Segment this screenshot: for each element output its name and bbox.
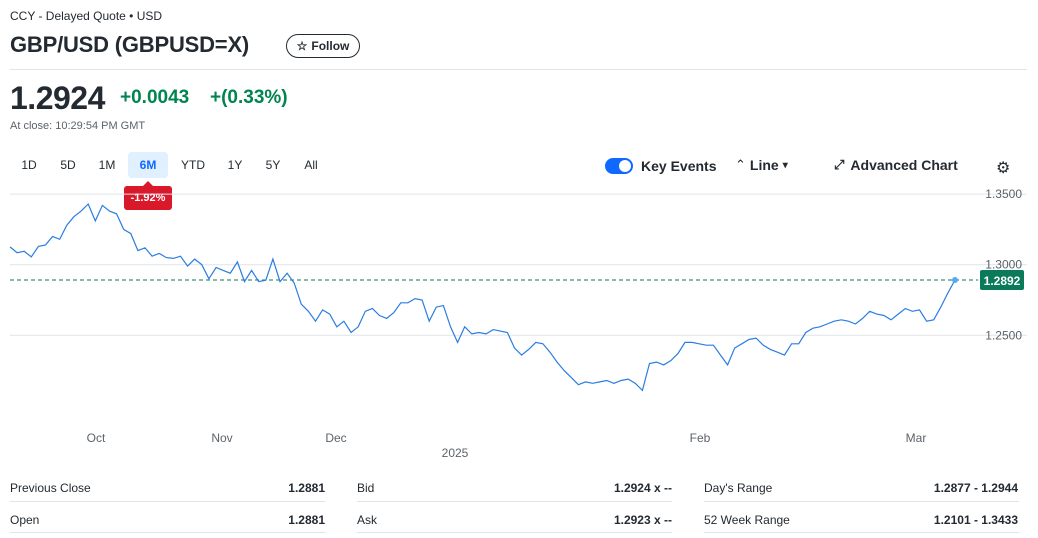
last-price-label: 1.2892	[984, 274, 1021, 288]
toggle-knob	[619, 160, 631, 172]
stat-divider	[10, 532, 325, 533]
stat-value-open: 1.2881	[288, 513, 325, 527]
close-time: At close: 10:29:54 PM GMT	[10, 120, 146, 132]
advanced-chart-button[interactable]: ⤢ Advanced Chart	[834, 157, 958, 173]
range-tab-5y[interactable]: 5Y	[265, 158, 281, 172]
stat-label-ask: Ask	[357, 513, 378, 527]
stat-label-open: Open	[10, 513, 40, 527]
stat-value-bid: 1.2924 x --	[613, 481, 672, 495]
price-chart[interactable]: 1.3500 1.3000 1.2500 1.2892 Oct Nov Dec Feb Mar 2…	[0, 180, 1038, 465]
chart-type-label: Line	[749, 157, 779, 173]
x-tick-label: Mar	[906, 431, 927, 445]
follow-button[interactable]: ☆ Follow	[286, 34, 360, 58]
stat-value-52-week-range: 1.2101 - 1.3433	[933, 513, 1018, 527]
range-tab-1m[interactable]: 1M	[98, 158, 116, 172]
expand-icon: ⤢	[834, 157, 845, 172]
stat-label-previous-close: Previous Close	[10, 481, 91, 495]
chevron-down-icon: ▾	[782, 159, 788, 171]
star-icon: ☆	[296, 39, 308, 53]
current-price: 1.2924	[10, 80, 105, 116]
stat-value-days-range: 1.2877 - 1.2944	[933, 481, 1018, 495]
last-price-dot	[952, 276, 958, 283]
price-change-percent: +(0.33%)	[210, 87, 288, 108]
range-tab-all[interactable]: All	[304, 158, 318, 172]
x-tick-label: Oct	[87, 431, 106, 445]
page-title: GBP/USD (GBPUSD=X)	[10, 32, 250, 57]
range-tab-ytd[interactable]: YTD	[181, 158, 205, 172]
price-change: +0.0043	[120, 87, 190, 108]
stat-divider	[704, 501, 1019, 502]
stat-label-52-week-range: 52 Week Range	[704, 513, 790, 527]
y-tick-label: 1.3500	[985, 187, 1022, 201]
chart-type-dropdown[interactable]: ⌃ Line ▾	[735, 157, 788, 173]
follow-label: Follow	[311, 39, 350, 53]
stat-label-bid: Bid	[357, 481, 375, 495]
exchange-info: CCY - Delayed Quote • USD	[10, 9, 163, 23]
stat-value-previous-close: 1.2881	[288, 481, 325, 495]
stat-label-days-range: Day's Range	[704, 481, 773, 495]
key-events-toggle[interactable]	[605, 158, 633, 174]
range-tab-1d[interactable]: 1D	[21, 158, 37, 172]
x-tick-label: Nov	[211, 431, 232, 445]
line-chart-icon: ⌃	[735, 157, 746, 172]
range-tab-6m[interactable]: 6M	[128, 152, 168, 178]
last-price-badge	[980, 269, 1024, 290]
x-tick-label: Dec	[325, 431, 346, 445]
range-tab-5d[interactable]: 5D	[60, 158, 76, 172]
stat-divider	[704, 532, 1019, 533]
stat-divider	[10, 501, 325, 502]
stat-value-ask: 1.2923 x --	[613, 513, 672, 527]
stat-divider	[357, 501, 672, 502]
price-line	[9, 202, 956, 392]
range-change-badge: -1.92%	[124, 181, 172, 210]
y-tick-label: 1.2500	[985, 328, 1022, 342]
y-tick-label: 1.3000	[985, 258, 1022, 272]
year-label: 2025	[442, 446, 469, 460]
key-events-label: Key Events	[641, 158, 717, 174]
header-divider	[10, 69, 1027, 70]
advanced-chart-label: Advanced Chart	[850, 157, 958, 173]
gear-icon[interactable]: ⚙	[996, 160, 1011, 177]
stat-divider	[357, 532, 672, 533]
range-tab-1y[interactable]: 1Y	[227, 158, 243, 172]
x-tick-label: Feb	[690, 431, 711, 445]
